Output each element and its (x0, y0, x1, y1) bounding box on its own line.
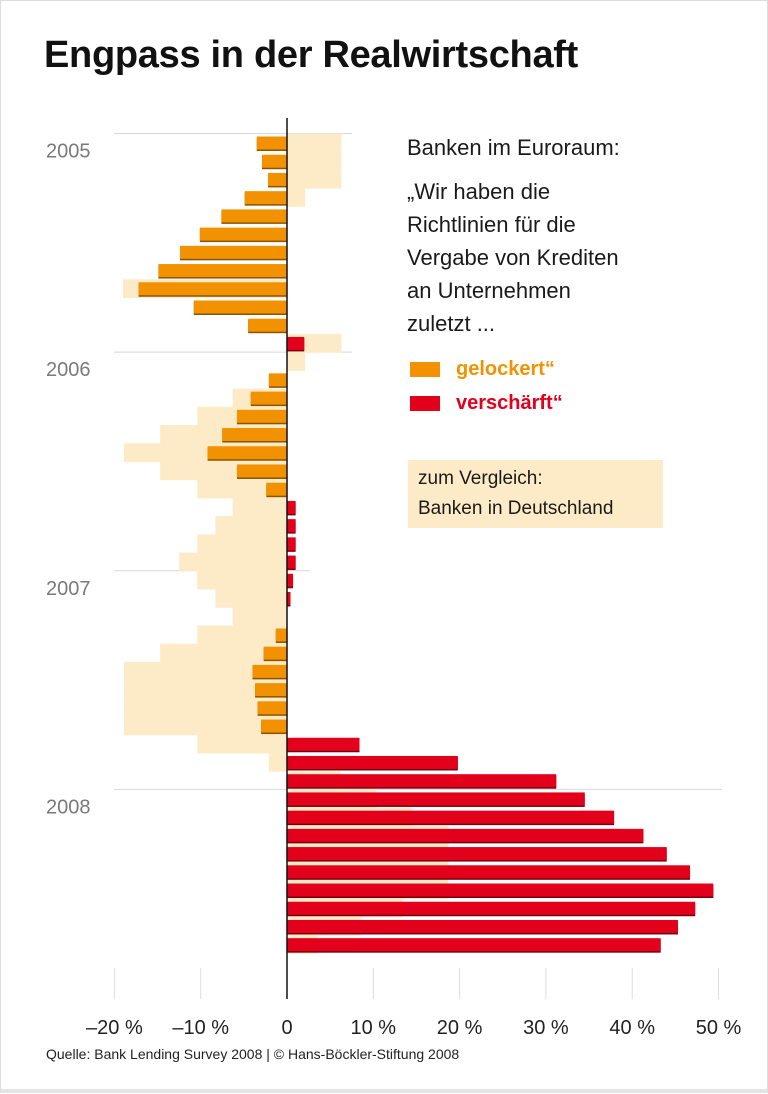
germany-bar (232, 607, 287, 626)
euro-bar-tightened (287, 500, 296, 514)
euro-bar-eased (261, 719, 287, 733)
x-tick-label: –10 % (172, 1017, 229, 1039)
euro-bar-tightened (287, 555, 296, 569)
quote-text: „Wir haben die Richtlinien für die Verga… (407, 175, 619, 340)
euro-bar-eased (207, 446, 287, 460)
euro-bar-tightened (287, 847, 667, 861)
euro-bar-eased (236, 464, 287, 478)
germany-bar (123, 680, 287, 699)
quote-line: Richtlinien für die (407, 212, 576, 237)
euro-bar-eased (138, 282, 287, 296)
legend-label: verschärft“ (456, 392, 563, 414)
quote-line: Vergabe von Krediten (407, 245, 619, 270)
germany-bar (197, 734, 287, 754)
year-label: 2005 (46, 141, 91, 163)
euro-bar-tightened (287, 573, 294, 587)
germany-bar (287, 151, 342, 171)
euro-bar-eased (256, 136, 287, 150)
legend-item-verschaerft: verschärft“ (410, 392, 563, 415)
euro-bar-eased (257, 701, 287, 715)
euro-bar-tightened (287, 810, 615, 824)
euro-bar-tightened (287, 919, 678, 933)
legend-label: gelockert“ (456, 358, 555, 380)
euro-bar-eased (266, 482, 287, 496)
euro-bar-tightened (287, 592, 291, 605)
euro-bar-eased (268, 373, 287, 387)
x-tick-label: 0 (281, 1017, 292, 1039)
euro-bar-eased (261, 154, 287, 168)
comparison-legend-box: zum Vergleich: Banken in Deutschland (408, 460, 663, 528)
germany-bar (215, 589, 287, 608)
legend-swatch-red (410, 396, 440, 411)
euro-bar-eased (236, 409, 287, 423)
quote-line: „Wir haben die (407, 179, 551, 204)
quote-line: an Unternehmen (407, 278, 571, 303)
year-label: 2008 (46, 796, 91, 818)
euro-bar-eased (193, 300, 287, 314)
euro-bar-tightened (287, 883, 714, 897)
euro-bar-eased (250, 391, 287, 405)
euro-bar-tightened (287, 901, 696, 915)
year-label: 2006 (46, 359, 91, 381)
germany-bar (123, 716, 287, 736)
comparison-line: Banken in Deutschland (418, 498, 614, 519)
germany-bar (123, 661, 287, 681)
x-tick-label: –20 % (86, 1017, 143, 1039)
euro-bar-eased (222, 428, 287, 442)
germany-bar (287, 133, 342, 153)
germany-bar (215, 516, 287, 535)
germany-bar (197, 570, 287, 590)
comparison-line: zum Vergleich: (418, 468, 543, 489)
page-title: Engpass in der Realwirtschaft (44, 34, 579, 76)
x-tick-label: 10 % (351, 1017, 397, 1039)
germany-bar (160, 643, 287, 663)
euro-bar-tightened (287, 755, 458, 769)
euro-bar-tightened (287, 938, 661, 952)
euro-bar-tightened (287, 519, 296, 533)
x-tick-label: 50 % (696, 1017, 742, 1039)
quote-line: zuletzt ... (407, 311, 496, 336)
euro-bar-eased (248, 318, 287, 332)
germany-bar (268, 752, 287, 772)
germany-bar (287, 188, 306, 207)
germany-bar (197, 534, 287, 554)
euro-bar-eased (179, 245, 287, 259)
euro-bar-tightened (287, 828, 644, 842)
euro-bar-eased (244, 191, 287, 205)
euro-bar-eased (221, 209, 287, 223)
germany-bar (197, 625, 287, 645)
germany-bar (197, 479, 287, 499)
euro-bar-tightened (287, 792, 585, 806)
x-tick-label: 30 % (523, 1017, 569, 1039)
euro-bar-eased (263, 646, 287, 660)
euro-bar-eased (268, 172, 287, 186)
source-note: Quelle: Bank Lending Survey 2008 | © Han… (46, 1046, 460, 1062)
germany-bar (179, 552, 287, 572)
euro-bar-eased (255, 683, 287, 697)
euro-bar-tightened (287, 774, 557, 788)
euro-bar-tightened (287, 737, 360, 751)
euro-bar-eased (252, 664, 287, 678)
x-tick-label: 40 % (609, 1017, 655, 1039)
euro-bar-eased (158, 264, 287, 278)
germany-bar (287, 169, 342, 189)
euro-bar-tightened (287, 865, 691, 879)
legend-item-gelockert: gelockert“ (410, 358, 555, 381)
x-tick-label: 20 % (437, 1017, 483, 1039)
euro-bar-tightened (287, 537, 296, 551)
germany-bar (123, 698, 287, 718)
euro-bar-tightened (287, 336, 305, 350)
year-label: 2007 (46, 578, 91, 600)
euro-bar-eased (199, 227, 287, 241)
germany-bar (232, 497, 287, 517)
legend-swatch-orange (410, 362, 440, 377)
euro-bar-eased (275, 628, 287, 642)
germany-bar (287, 352, 306, 371)
side-heading: Banken im Euroraum: (407, 135, 620, 160)
